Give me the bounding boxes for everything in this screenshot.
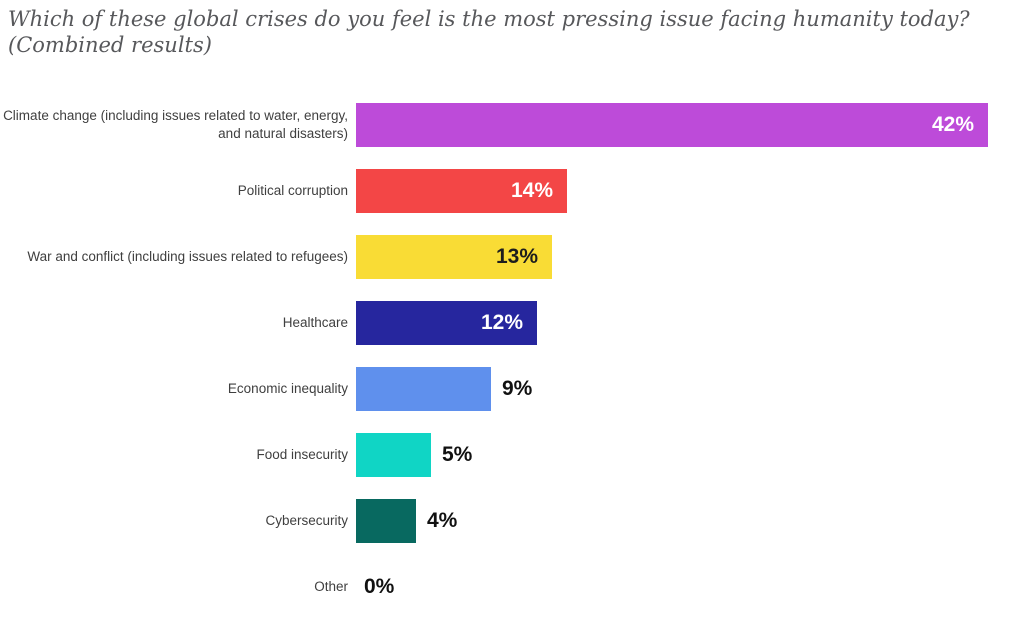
category-label: Political corruption: [237, 182, 348, 198]
category-label: Other: [314, 578, 348, 594]
bar: 12%: [356, 300, 537, 345]
chart-row: Cybersecurity 4%: [0, 498, 1024, 543]
bar-area: 0%: [356, 565, 1024, 609]
value-label: 12%: [480, 310, 523, 334]
chart-row: Economic inequality 9%: [0, 366, 1024, 411]
category-label: Cybersecurity: [265, 512, 348, 528]
chart-row: Healthcare 12%: [0, 300, 1024, 345]
bar: 14%: [356, 168, 567, 213]
value-label: 4%: [427, 508, 458, 532]
bar-chart: Climate change (including issues related…: [0, 102, 1024, 609]
chart-row: Political corruption 14%: [0, 168, 1024, 213]
value-label: 0%: [364, 574, 395, 598]
bar: 42%: [356, 102, 988, 147]
value-label: 9%: [502, 376, 533, 400]
bar-area: 14%: [356, 168, 1024, 213]
bar-area: 9%: [356, 366, 1024, 411]
chart-title: Which of these global crises do you feel…: [8, 7, 970, 58]
bar: [356, 432, 431, 477]
bar-area: 12%: [356, 300, 1024, 345]
bar-area: 42%: [356, 102, 1024, 147]
value-label: 14%: [510, 178, 553, 202]
chart-row: Climate change (including issues related…: [0, 102, 1024, 147]
value-label: 13%: [495, 244, 538, 268]
value-label: 5%: [442, 442, 473, 466]
chart-row: Other 0%: [0, 565, 1024, 609]
bar: [356, 498, 416, 543]
category-label: War and conflict (including issues relat…: [27, 248, 348, 264]
value-label: 42%: [931, 112, 974, 136]
category-label: Economic inequality: [227, 380, 348, 396]
chart-rows: Climate change (including issues related…: [0, 102, 1024, 609]
bar: 13%: [356, 234, 552, 279]
bar-area: 4%: [356, 498, 1024, 543]
chart-row: Food insecurity 5%: [0, 432, 1024, 477]
category-label: Food insecurity: [256, 446, 348, 462]
bar-area: 13%: [356, 234, 1024, 279]
bar: [356, 366, 491, 411]
category-label: Climate change (including issues related…: [3, 107, 348, 141]
chart-row: War and conflict (including issues relat…: [0, 234, 1024, 279]
bar-area: 5%: [356, 432, 1024, 477]
category-label: Healthcare: [282, 314, 348, 330]
